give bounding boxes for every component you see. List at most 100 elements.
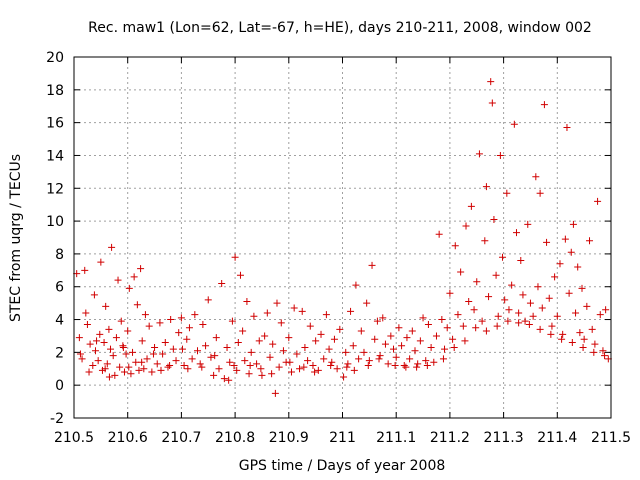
x-tick-label: 211.3 — [484, 430, 524, 446]
data-point — [411, 347, 419, 355]
data-point — [138, 337, 146, 345]
data-point — [556, 260, 564, 268]
data-point — [580, 335, 588, 343]
data-point — [540, 101, 548, 109]
data-point — [586, 237, 594, 245]
x-tick-label: 210.8 — [215, 430, 255, 446]
data-point — [135, 366, 143, 374]
data-point — [137, 265, 145, 273]
data-point — [306, 322, 314, 330]
data-point — [357, 327, 365, 335]
data-point — [245, 370, 253, 378]
data-point — [188, 355, 196, 363]
data-point — [517, 256, 525, 264]
data-point — [109, 352, 117, 360]
data-point — [487, 78, 495, 86]
data-point — [390, 345, 398, 353]
data-point — [102, 302, 110, 310]
data-point — [75, 334, 83, 342]
data-point — [512, 229, 520, 237]
data-point — [435, 230, 443, 238]
y-tick-label: 20 — [46, 50, 64, 66]
data-point — [271, 389, 279, 397]
data-point — [547, 330, 555, 338]
x-tick-label: 211.2 — [430, 430, 470, 446]
data-point — [255, 337, 263, 345]
data-point — [364, 361, 372, 369]
data-point — [427, 343, 435, 351]
data-point — [419, 314, 427, 322]
data-point — [490, 215, 498, 223]
data-point — [349, 342, 357, 350]
x-tick-label: 210.7 — [161, 430, 201, 446]
data-point — [559, 330, 567, 338]
data-point — [503, 189, 511, 197]
y-axis-label: STEC from uqrg / TECUs — [8, 154, 24, 322]
x-axis-label: GPS time / Days of year 2008 — [239, 458, 446, 474]
data-point — [149, 350, 157, 358]
data-point — [350, 366, 358, 374]
data-point — [309, 361, 317, 369]
data-point — [510, 120, 518, 128]
data-point — [233, 366, 241, 374]
data-point — [400, 361, 408, 369]
data-point — [492, 271, 500, 279]
data-point — [261, 332, 269, 340]
data-point — [578, 284, 586, 292]
data-point — [551, 273, 559, 281]
data-point — [314, 366, 322, 374]
data-point — [342, 348, 350, 356]
data-point — [493, 322, 501, 330]
data-point — [202, 342, 210, 350]
data-point — [430, 358, 438, 366]
data-point — [253, 360, 261, 368]
data-point — [402, 363, 410, 371]
data-point — [526, 299, 534, 307]
data-point — [76, 350, 84, 358]
data-point — [398, 342, 406, 350]
data-point — [145, 322, 153, 330]
data-point — [473, 278, 481, 286]
data-point — [536, 189, 544, 197]
data-point — [177, 314, 185, 322]
data-point — [185, 324, 193, 332]
data-point — [373, 317, 381, 325]
data-point — [298, 307, 306, 315]
data-point — [127, 370, 135, 378]
data-point — [180, 361, 188, 369]
data-point — [395, 324, 403, 332]
data-point — [120, 368, 128, 376]
data-point — [191, 311, 199, 319]
data-point — [594, 197, 602, 205]
data-point — [567, 248, 575, 256]
data-point — [100, 339, 108, 347]
data-point — [406, 355, 414, 363]
data-point — [83, 320, 91, 328]
data-point — [343, 363, 351, 371]
y-tick-label: 6 — [55, 280, 64, 296]
data-point — [360, 348, 368, 356]
data-point — [392, 353, 400, 361]
data-point — [273, 299, 281, 307]
data-point — [438, 316, 446, 324]
data-point — [499, 253, 507, 261]
data-point — [172, 357, 180, 365]
data-point — [311, 368, 319, 376]
data-point — [322, 311, 330, 319]
data-point — [230, 361, 238, 369]
data-point — [475, 150, 483, 158]
data-point — [529, 312, 537, 320]
data-point — [579, 343, 587, 351]
x-axis-tick-labels: 210.5 210.6 210.7 210.8 210.9 211 211.1 211.2 21… — [54, 430, 631, 446]
grid — [74, 57, 611, 418]
data-point — [112, 334, 120, 342]
y-tick-label: 14 — [46, 148, 64, 164]
data-point — [422, 357, 430, 365]
data-point — [515, 319, 523, 327]
x-tick-label: 211.4 — [537, 430, 577, 446]
data-point — [496, 151, 504, 159]
data-point — [161, 339, 169, 347]
data-point — [525, 320, 533, 328]
data-point — [234, 339, 242, 347]
axis-ticks — [73, 56, 612, 419]
